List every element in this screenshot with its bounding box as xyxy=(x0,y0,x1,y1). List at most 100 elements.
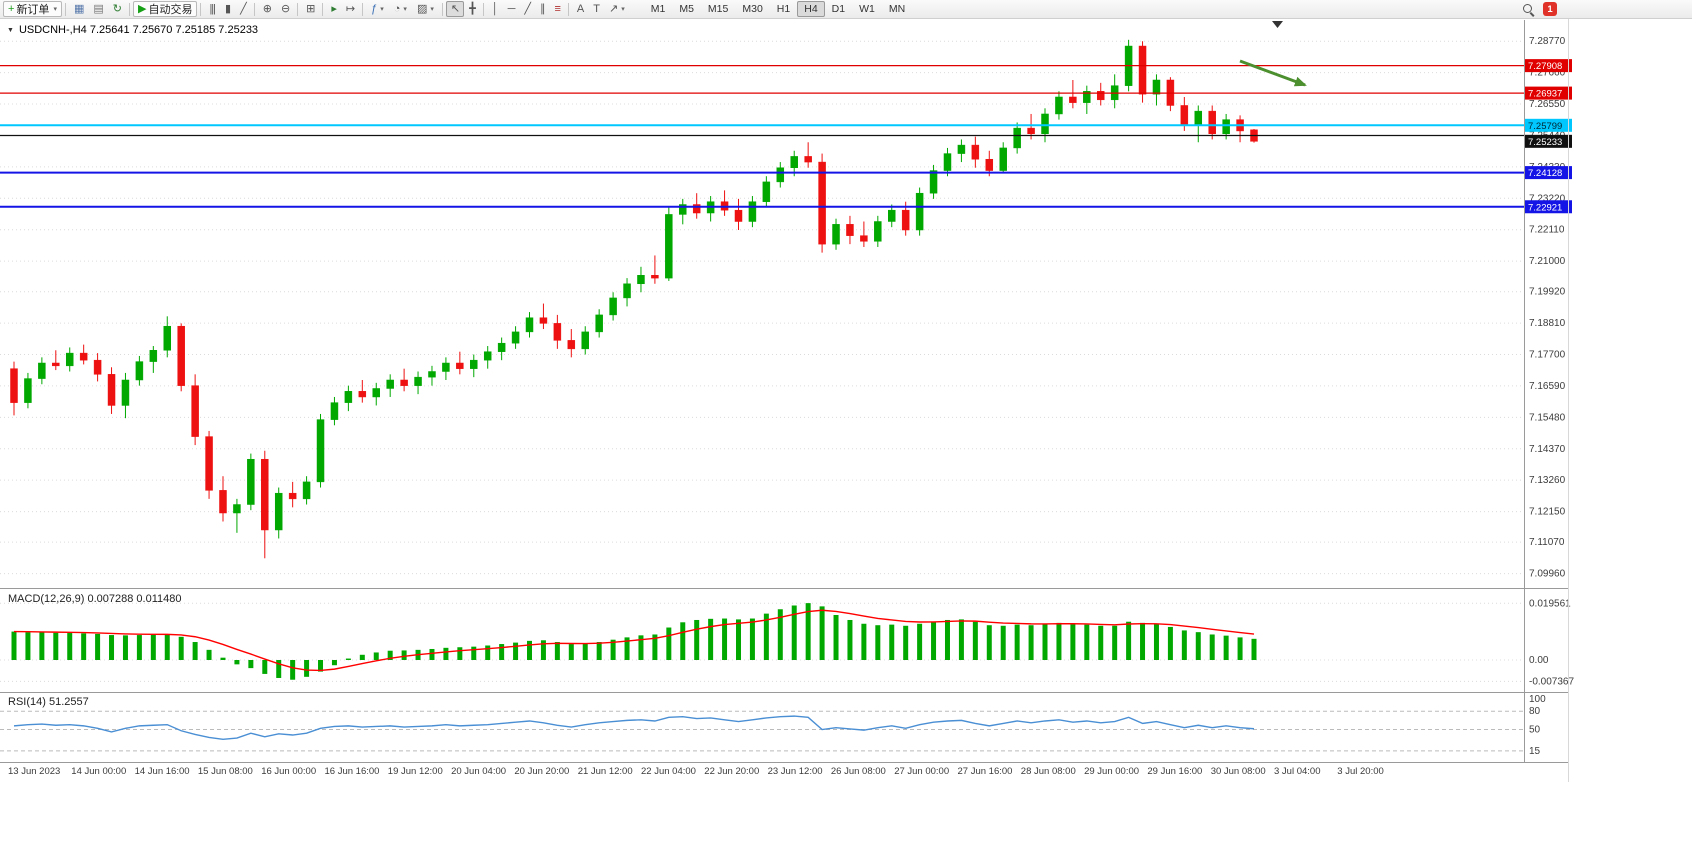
timeframe-button-m5[interactable]: M5 xyxy=(679,3,694,15)
time-axis[interactable]: 13 Jun 2023 14 Jun 00:00 14 Jun 16:00 15 Ju… xyxy=(8,766,1384,777)
dropdown-caret-icon: ▾ xyxy=(403,6,407,13)
macd-pane: 0.019561 0.00 -0.007367 MACD(12,26,9) 0.007… xyxy=(0,593,1574,687)
timeframe-group: M1 M5 M15 M30 H1 H4 D1 W1 MN xyxy=(644,0,912,19)
crosshair-icon: ╋ xyxy=(469,2,476,15)
svg-text:19 Jun 12:00: 19 Jun 12:00 xyxy=(388,766,443,777)
timeframe-button-h1[interactable]: H1 xyxy=(776,3,791,15)
autotrading-button[interactable]: ▶ 自动交易 xyxy=(132,1,198,17)
line-chart-button[interactable]: ╱ xyxy=(235,1,251,17)
bar-chart-icon: ||| xyxy=(209,2,216,15)
svg-text:15 Jun 08:00: 15 Jun 08:00 xyxy=(198,766,253,777)
trendline-button[interactable]: ╱ xyxy=(519,1,535,17)
periods-button[interactable]: ◔ ▾ xyxy=(389,1,412,17)
timeframe-button-m1[interactable]: M1 xyxy=(650,3,666,15)
svg-text:22 Jun 20:00: 22 Jun 20:00 xyxy=(704,766,759,777)
svg-text:30 Jun 08:00: 30 Jun 08:00 xyxy=(1211,766,1266,777)
search-icon[interactable] xyxy=(1522,3,1535,16)
bar-chart-button[interactable]: ||| xyxy=(204,1,220,17)
cursor-button[interactable]: ↖ xyxy=(445,1,465,17)
indicators-button[interactable]: ƒ ▾ xyxy=(366,1,389,17)
svg-text:7.25799: 7.25799 xyxy=(1528,121,1562,132)
svg-text:7.26937: 7.26937 xyxy=(1528,89,1562,100)
text-label-button[interactable]: T xyxy=(588,1,604,17)
toolbar-separator xyxy=(441,2,443,16)
chart-title-text: USDCNH-,H4 7.25641 7.25670 7.25185 7.252… xyxy=(18,24,259,36)
chart-shift-button[interactable]: ↦ xyxy=(341,1,359,17)
crosshair-button[interactable]: ╋ xyxy=(464,1,480,17)
horizontal-line-icon: ─ xyxy=(507,2,516,15)
timeframe-button-m15[interactable]: M15 xyxy=(707,3,729,15)
svg-text:7.14370: 7.14370 xyxy=(1529,444,1566,455)
svg-text:13 Jun 2023: 13 Jun 2023 xyxy=(8,766,60,777)
arrows-icon: ↗ xyxy=(609,2,618,15)
svg-text:50: 50 xyxy=(1529,725,1541,736)
price-level-badge: 7.27908 xyxy=(1525,59,1572,73)
fibonacci-icon: ≡ xyxy=(554,2,562,15)
templates-button[interactable]: ▨ ▾ xyxy=(412,1,439,17)
svg-text:23 Jun 12:00: 23 Jun 12:00 xyxy=(768,766,823,777)
refresh-button[interactable]: ↻ xyxy=(108,1,126,17)
cursor-icon: ↖ xyxy=(450,2,460,15)
data-window-button[interactable]: ▤ xyxy=(88,1,107,17)
text-button[interactable]: A xyxy=(572,1,588,17)
collapse-triangle-icon[interactable]: ▼ xyxy=(7,26,14,34)
horizontal-lines[interactable] xyxy=(0,65,1524,208)
trend-arrow[interactable] xyxy=(1239,59,1307,87)
svg-text:22 Jun 04:00: 22 Jun 04:00 xyxy=(641,766,696,777)
svg-text:7.17700: 7.17700 xyxy=(1529,350,1566,361)
indicators-icon: ƒ xyxy=(371,2,377,15)
horizontal-line-button[interactable]: ─ xyxy=(503,1,520,17)
refresh-icon: ↻ xyxy=(112,2,122,15)
periods-icon: ◔ xyxy=(393,2,401,15)
chart-ohlc-title: ▼ USDCNH-,H4 7.25641 7.25670 7.25185 7.2… xyxy=(7,24,258,36)
zoom-in-button[interactable]: ⊕ xyxy=(258,1,276,17)
svg-text:7.21000: 7.21000 xyxy=(1529,256,1566,267)
equidistant-channel-button[interactable]: ∥ xyxy=(535,1,550,17)
macd-label: MACD(12,26,9) 0.007288 0.011480 xyxy=(8,593,181,605)
fibonacci-button[interactable]: ≡ xyxy=(550,1,565,17)
timeframe-button-w1[interactable]: W1 xyxy=(859,3,875,15)
svg-text:7.19920: 7.19920 xyxy=(1529,287,1566,298)
svg-text:0.00: 0.00 xyxy=(1529,655,1549,666)
svg-text:7.27660: 7.27660 xyxy=(1529,68,1566,79)
svg-text:3 Jul 20:00: 3 Jul 20:00 xyxy=(1337,766,1383,777)
zoom-out-button[interactable]: ⊖ xyxy=(276,1,294,17)
svg-text:80: 80 xyxy=(1529,706,1541,717)
vertical-line-icon: │ xyxy=(491,2,499,15)
current-price-badge: 7.25233 xyxy=(1525,134,1572,148)
timeframe-button-m30[interactable]: M30 xyxy=(742,3,763,15)
auto-scroll-button[interactable]: ▸ xyxy=(326,1,341,17)
zoom-in-icon: ⊕ xyxy=(262,2,272,15)
svg-text:20 Jun 20:00: 20 Jun 20:00 xyxy=(514,766,569,777)
zoom-out-icon: ⊖ xyxy=(280,2,290,15)
tile-windows-button[interactable]: ⊞ xyxy=(301,1,319,17)
svg-text:15: 15 xyxy=(1529,746,1541,757)
svg-text:29 Jun 00:00: 29 Jun 00:00 xyxy=(1084,766,1139,777)
toolbar-separator xyxy=(200,2,202,16)
svg-text:7.27908: 7.27908 xyxy=(1528,61,1562,72)
price-level-badge: 7.24128 xyxy=(1525,166,1572,180)
svg-text:14 Jun 00:00: 14 Jun 00:00 xyxy=(71,766,126,777)
price-level-badge: 7.22921 xyxy=(1525,200,1572,214)
timeframe-button-mn[interactable]: MN xyxy=(888,3,906,15)
tile-windows-icon: ⊞ xyxy=(306,2,315,15)
svg-text:100: 100 xyxy=(1529,694,1546,705)
svg-text:27 Jun 00:00: 27 Jun 00:00 xyxy=(894,766,949,777)
trendline-icon: ╱ xyxy=(524,2,531,15)
toolbar-separator xyxy=(322,2,324,16)
dropdown-caret-icon: ▾ xyxy=(53,6,57,13)
notification-badge[interactable]: 1 xyxy=(1543,2,1557,16)
line-chart-icon: ╱ xyxy=(240,2,247,15)
svg-text:7.13260: 7.13260 xyxy=(1529,475,1566,486)
timeframe-button-d1[interactable]: D1 xyxy=(831,3,846,15)
pane-separators xyxy=(0,19,1569,782)
vertical-line-button[interactable]: │ xyxy=(487,1,503,17)
candlestick-chart-button[interactable]: ▮ xyxy=(220,1,235,17)
market-watch-button[interactable]: ▦ xyxy=(69,1,88,17)
new-order-button[interactable]: + 新订单 ▾ xyxy=(3,1,62,17)
arrows-button[interactable]: ↗ ▾ xyxy=(604,1,630,17)
timeframe-button-h4[interactable]: H4 xyxy=(797,1,825,17)
